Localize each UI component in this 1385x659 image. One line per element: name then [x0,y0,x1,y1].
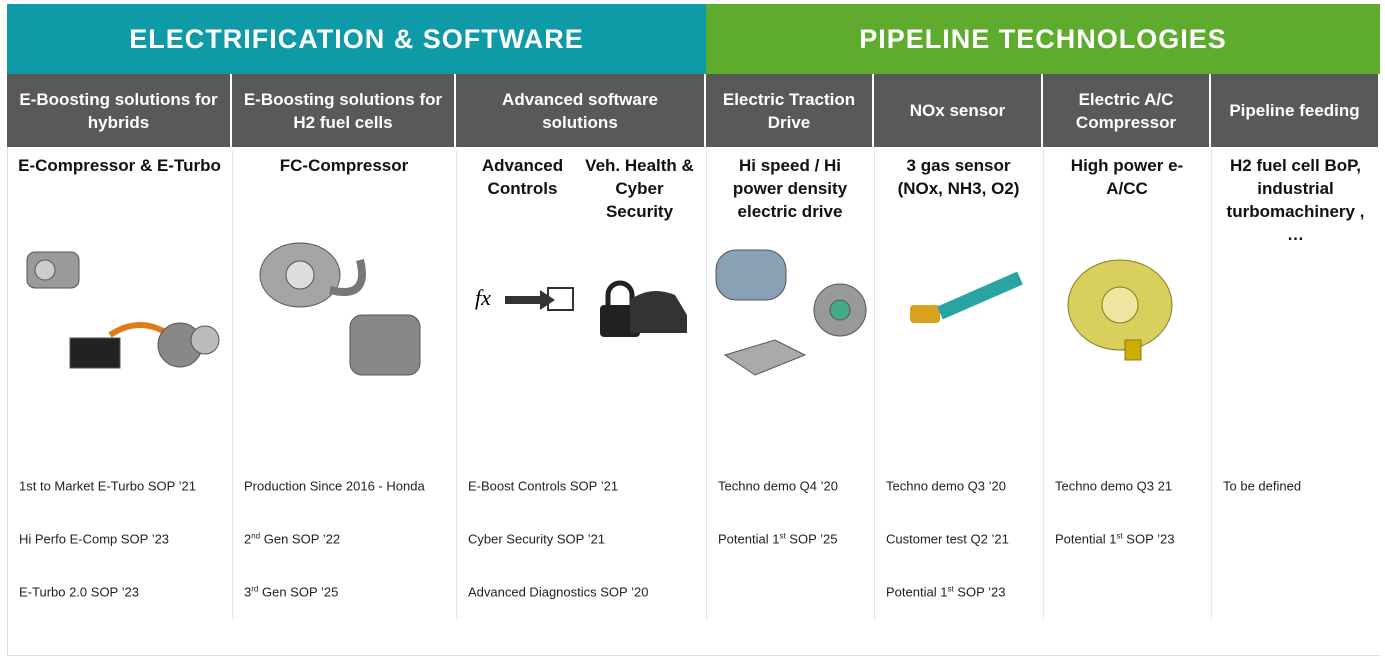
ac-compressor-image [1068,260,1172,360]
svg-text:fx: fx [475,285,491,310]
slide: ELECTRIFICATION & SOFTWARE PIPELINE TECH… [0,0,1385,659]
milestone-part: Potential 1 [1055,532,1116,547]
column-separator [706,150,707,620]
milestone: Potential 1st SOP ’23 [1055,531,1174,546]
milestone: To be defined [1223,479,1301,494]
milestone-part: Gen SOP ’25 [258,585,338,600]
milestone: Production Since 2016 - Honda [244,479,425,494]
milestone: E-Boost Controls SOP ’21 [468,479,618,494]
column-header: NOx sensor [874,74,1043,147]
milestone-part: SOP ’23 [1123,532,1175,547]
column-separator [1043,150,1044,620]
product-title: Veh. Health & Cyber Security [581,154,698,223]
column-header: Advanced software solutions [456,74,706,147]
software-icons: fx [475,283,687,337]
milestone: Techno demo Q3 21 [1055,479,1172,494]
column-header: E-Boosting solutions for hybrids [7,74,232,147]
column-header: Electric Traction Drive [706,74,874,147]
fc-compressor-image [260,243,420,375]
milestone: 3rd Gen SOP ’25 [244,584,338,599]
product-title: 3 gas sensor (NOx, NH3, O2) [882,154,1035,200]
milestone: E-Turbo 2.0 SOP ’23 [19,585,139,600]
milestone-part: Gen SOP ’22 [260,532,340,547]
column-header: E-Boosting solutions for H2 fuel cells [232,74,456,147]
product-title: Advanced Controls [464,154,581,200]
milestone-part: Potential 1 [718,532,779,547]
milestone: Potential 1st SOP ’23 [886,584,1005,599]
milestone: Techno demo Q4 ’20 [718,479,838,494]
e-turbo-image [27,252,219,368]
product-title: E-Compressor & E-Turbo [15,154,224,177]
milestone: Techno demo Q3 ’20 [886,479,1006,494]
milestone-part: nd [251,531,260,540]
product-title: FC-Compressor [240,154,448,177]
nox-sensor-image [910,278,1020,323]
column-separator [1211,150,1212,620]
column-separator [456,150,457,620]
traction-drive-image [716,250,866,375]
product-title: High power e-A/CC [1051,154,1203,200]
milestone: Potential 1st SOP ’25 [718,531,837,546]
product-title: Hi speed / Hi power density electric dri… [714,154,866,223]
milestone: Hi Perfo E-Comp SOP ’23 [19,532,169,547]
milestone: Customer test Q2 ’21 [886,532,1009,547]
milestone-part: SOP ’23 [954,585,1006,600]
column-separator [232,150,233,620]
milestone: Cyber Security SOP ’21 [468,532,605,547]
column-header: Electric A/C Compressor [1043,74,1211,147]
column-separator [874,150,875,620]
milestone: 1st to Market E-Turbo SOP ’21 [19,479,196,494]
column-header: Pipeline feeding [1211,74,1380,147]
milestone: 2nd Gen SOP ’22 [244,531,340,546]
milestone-part: SOP ’25 [786,532,838,547]
milestone-part: Potential 1 [886,585,947,600]
product-title: H2 fuel cell BoP, industrial turbomachin… [1219,154,1372,246]
milestone: Advanced Diagnostics SOP ’20 [468,585,648,600]
